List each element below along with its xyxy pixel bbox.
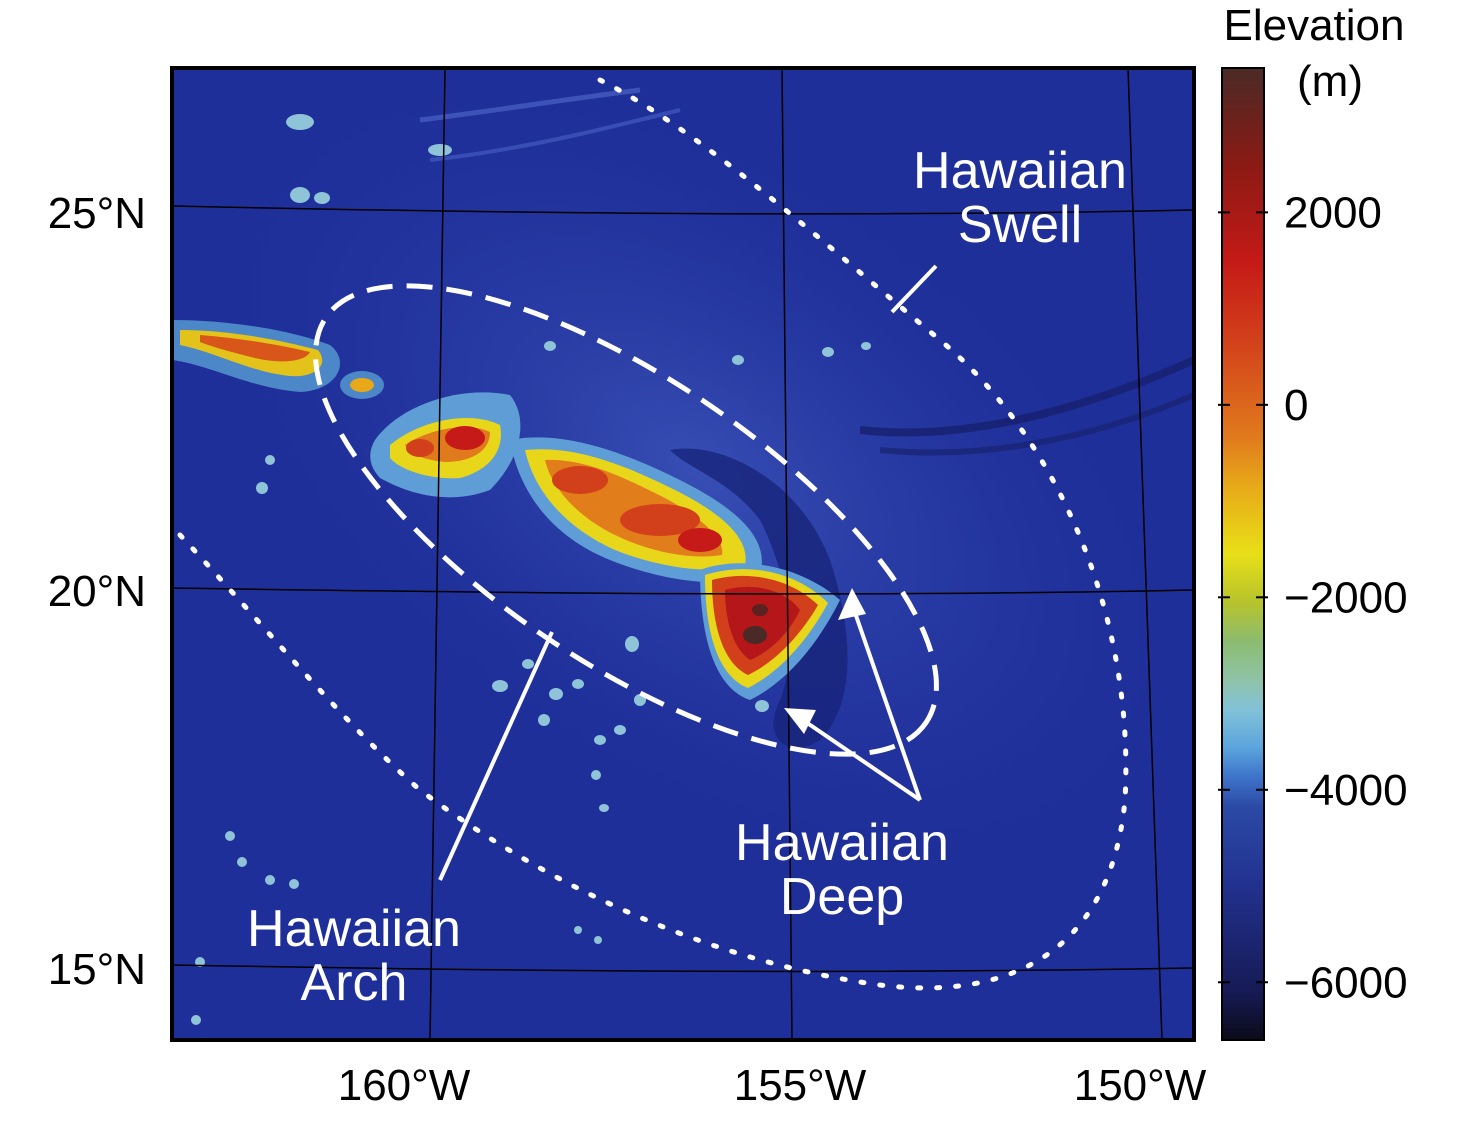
fracture-zone (859, 356, 1194, 437)
big-island-upper (725, 586, 800, 660)
lat-label-20n: 20°N (48, 567, 146, 616)
seamount (755, 700, 769, 712)
meridian-160w (429, 68, 446, 1040)
seamount (428, 144, 452, 156)
seamount (599, 804, 609, 812)
niihau-peak (406, 439, 434, 457)
colorbar-tick-label: −4000 (1284, 766, 1408, 815)
seamount (625, 636, 639, 652)
swell-label-line2: Swell (958, 196, 1082, 254)
colorbar-title-line1: Elevation (1223, 1, 1404, 50)
seamount (732, 355, 744, 365)
seamount (191, 1015, 201, 1025)
nihoa-core (200, 335, 310, 362)
seamount-ridge (419, 87, 641, 123)
seamount (265, 455, 275, 465)
seamount-ridge (429, 108, 681, 162)
swell-outline (177, 77, 1129, 991)
deep-trough (670, 448, 848, 748)
seamount (314, 192, 330, 204)
map-border (170, 66, 1196, 1042)
arch-leader-line (438, 631, 554, 881)
maui-peak (678, 528, 722, 552)
lat-label-25n: 25°N (48, 189, 146, 238)
map-panel: Hawaiian Swell Hawaiian Deep Hawaiian Ar… (172, 68, 1194, 1040)
deep-label-line2: Deep (780, 868, 904, 926)
seamount (290, 187, 310, 203)
seamount (572, 679, 584, 689)
colorbar-tick-label: −2000 (1284, 573, 1408, 622)
seamount (225, 831, 235, 841)
fracture-zone (879, 392, 1194, 456)
seamount (594, 735, 606, 745)
parallel-25n (172, 205, 1194, 215)
deep-outline (313, 283, 939, 757)
deep-arrow-2-head (784, 708, 816, 734)
seamount (286, 114, 314, 130)
kauai-peak (445, 426, 485, 450)
lon-label-150w: 150°W (1074, 1061, 1207, 1110)
colorbar-ticks: 2000 0 −2000 −4000 −6000 (1218, 188, 1408, 1007)
lon-label-160w: 160°W (338, 1061, 471, 1110)
seamount (289, 879, 299, 889)
arch-label-line2: Arch (301, 954, 408, 1012)
swell-leader-line (890, 264, 938, 314)
seamount (591, 770, 601, 780)
colorbar-tick-label: −6000 (1284, 958, 1408, 1007)
lon-label-155w: 155°W (734, 1061, 867, 1110)
deep-arrow-1-head (838, 588, 866, 620)
colorbar-title-line2: (m) (1297, 57, 1363, 106)
seamount (538, 714, 550, 726)
seamount (522, 659, 534, 669)
seamount (594, 936, 602, 944)
mauna-loa-peak (743, 626, 767, 644)
seamount (544, 341, 556, 351)
seamount (492, 680, 508, 692)
parallel-20n (172, 587, 1194, 595)
parallel-15n (172, 964, 1194, 973)
nihoa-seamount-top (350, 378, 374, 392)
colorbar-tick-label: 2000 (1284, 188, 1382, 237)
meridian-150w (1127, 68, 1163, 1040)
colorbar: Elevation (m) 2000 0 −2000 −4000 −6000 (1218, 1, 1408, 1041)
lat-label-15n: 15°N (48, 945, 146, 994)
meridian-155w (781, 68, 793, 1040)
graticule (172, 68, 1194, 1040)
colorbar-ramp (1221, 67, 1265, 1041)
oahu-peak (552, 466, 608, 494)
swell-label-line1: Hawaiian (913, 142, 1127, 200)
seamount (237, 857, 247, 867)
colorbar-tick-label: 0 (1284, 381, 1308, 430)
seamount (614, 725, 626, 735)
mauna-kea-peak (752, 604, 768, 616)
seamount (861, 342, 871, 350)
seamount (265, 875, 275, 885)
seamount (195, 957, 205, 967)
island-chain (172, 114, 871, 1025)
arch-label-line1: Hawaiian (247, 900, 461, 958)
molokai-peak (620, 504, 700, 536)
seamount (256, 482, 268, 494)
seamount (549, 688, 563, 700)
deep-arrow-2 (798, 716, 922, 802)
seamount (574, 926, 582, 934)
deep-arrow-1 (850, 603, 922, 801)
deep-label-line1: Hawaiian (735, 814, 949, 872)
seamount (822, 347, 834, 357)
